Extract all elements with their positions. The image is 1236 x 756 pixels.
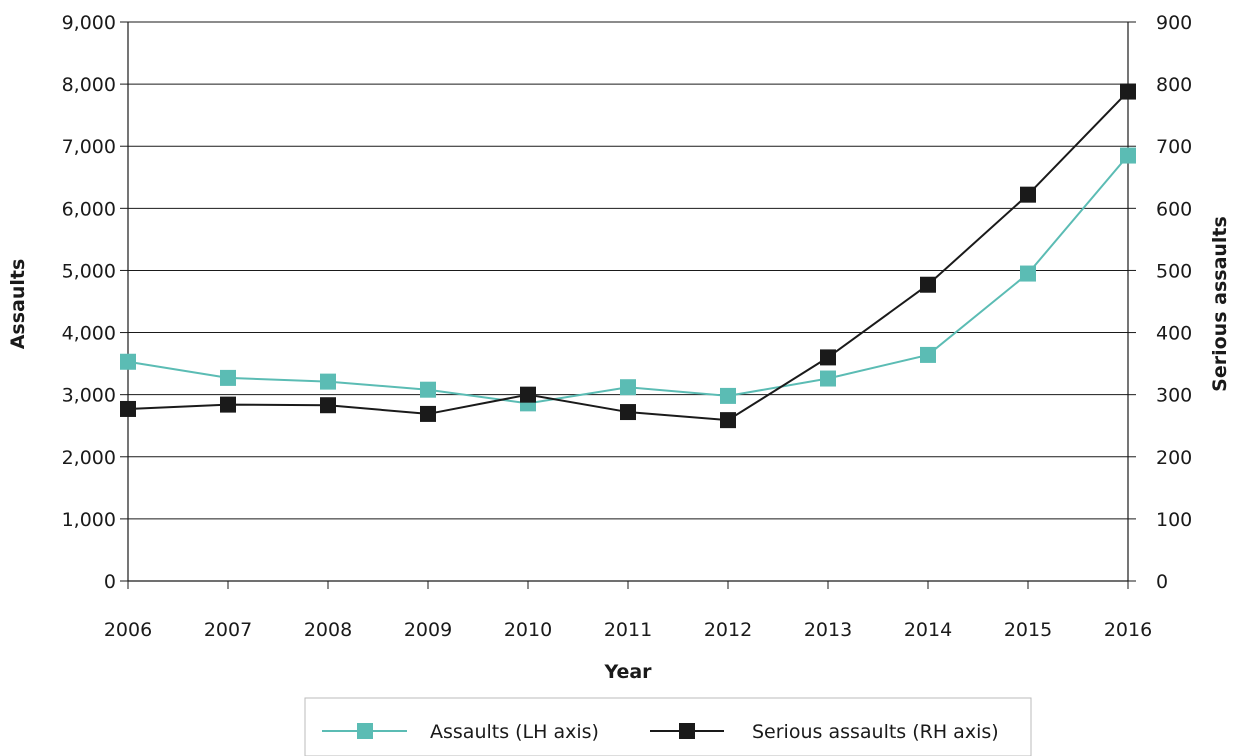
left-tick-label: 0 [104, 571, 116, 593]
x-axis-title: Year [603, 661, 652, 683]
legend-label-assaults: Assaults (LH axis) [430, 721, 599, 743]
series-point-1 [720, 412, 736, 429]
right-tick-label: 700 [1156, 136, 1192, 158]
left-tick-label: 8,000 [62, 74, 116, 96]
x-tick-label: 2010 [504, 619, 552, 641]
left-tick-label: 2,000 [62, 447, 116, 469]
series-point-0 [1020, 265, 1036, 282]
series-point-0 [620, 379, 636, 396]
left-tick-label: 6,000 [62, 198, 116, 220]
right-tick-label: 600 [1156, 198, 1192, 220]
legend-item-assaults: Assaults (LH axis) [322, 721, 599, 743]
right-tick-label: 500 [1156, 260, 1192, 282]
x-tick-label: 2013 [804, 619, 852, 641]
x-tick-label: 2009 [404, 619, 452, 641]
series-lines [120, 83, 1136, 429]
right-axis-title: Serious assaults [1209, 216, 1231, 392]
legend-marker-assaults [357, 723, 373, 739]
axes [120, 21, 1136, 589]
series-point-1 [1020, 186, 1036, 203]
series-point-0 [420, 381, 436, 398]
x-tick-label: 2015 [1004, 619, 1052, 641]
legend: Assaults (LH axis) Serious assaults (RH … [304, 697, 1032, 756]
series-point-0 [1120, 147, 1136, 164]
right-tick-label: 0 [1156, 571, 1168, 593]
series-point-1 [920, 276, 936, 293]
x-tick-label: 2008 [304, 619, 352, 641]
legend-marker-serious-assaults [679, 723, 695, 739]
left-tick-label: 9,000 [62, 12, 116, 34]
series-point-0 [120, 353, 136, 370]
x-tick-label: 2011 [604, 619, 652, 641]
left-tick-label: 1,000 [62, 509, 116, 531]
series-point-1 [820, 349, 836, 366]
legend-item-serious-assaults: Serious assaults (RH axis) [650, 721, 999, 743]
series-point-1 [120, 400, 136, 417]
right-tick-label: 400 [1156, 323, 1192, 345]
right-tick-label: 800 [1156, 74, 1192, 96]
series-point-1 [220, 396, 236, 413]
series-point-1 [420, 405, 436, 422]
series-line-1 [127, 90, 1129, 422]
series-point-0 [920, 346, 936, 363]
x-tick-label: 2007 [204, 619, 252, 641]
left-tick-label: 4,000 [62, 323, 116, 345]
left-tick-label: 7,000 [62, 136, 116, 158]
left-axis-title: Assaults [7, 259, 29, 350]
right-tick-label: 200 [1156, 447, 1192, 469]
legend-box [304, 697, 1032, 756]
series-line-0 [127, 154, 1129, 405]
legend-label-serious-assaults: Serious assaults (RH axis) [752, 721, 999, 743]
x-tick-label: 2016 [1104, 619, 1152, 641]
x-tick-label: 2012 [704, 619, 752, 641]
left-tick-label: 3,000 [62, 385, 116, 407]
x-tick-label: 2014 [904, 619, 952, 641]
series-point-1 [620, 404, 636, 421]
series-point-0 [720, 387, 736, 404]
series-point-1 [520, 386, 536, 403]
left-tick-label: 5,000 [62, 260, 116, 282]
series-point-0 [320, 373, 336, 390]
gridlines [128, 21, 1128, 520]
tick-labels: 0 0 1,000 100 2,000 200 3,000 300 4,000 400 5,000 5… [62, 12, 1193, 641]
right-tick-label: 300 [1156, 385, 1192, 407]
series-point-0 [220, 369, 236, 386]
series-point-1 [320, 397, 336, 414]
series-point-1 [1120, 83, 1136, 100]
right-tick-label: 900 [1156, 12, 1192, 34]
series-point-0 [820, 370, 836, 387]
x-tick-label: 2006 [104, 619, 152, 641]
right-tick-label: 100 [1156, 509, 1192, 531]
